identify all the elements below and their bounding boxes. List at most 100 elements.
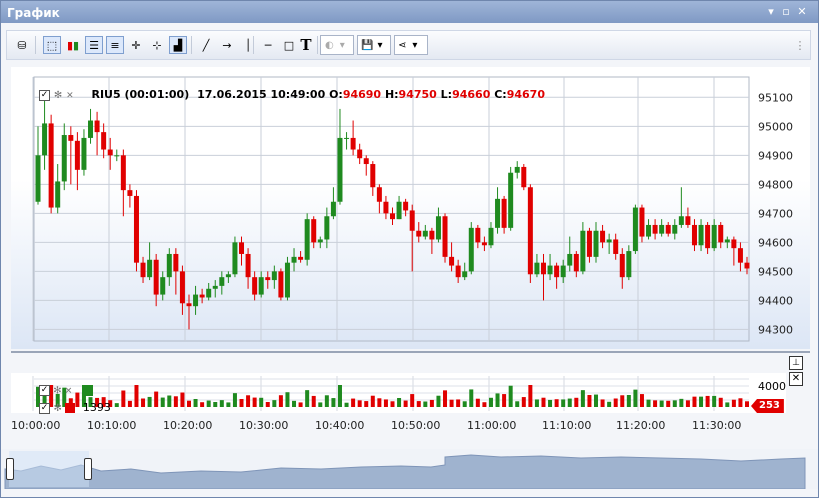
candle-body [291,256,297,263]
share-dropdown[interactable]: ⋖ ▾ [394,35,428,55]
candle-body [74,140,80,170]
candle-body [48,123,54,208]
vertical-line-icon[interactable]: │ [244,38,252,52]
window-menu-icon[interactable]: ▾ [768,5,774,18]
volume-bar [108,400,113,407]
price-chart-area[interactable] [11,67,810,349]
chart-type-icon[interactable]: ⛁ [17,38,27,52]
volume-bar [173,396,178,407]
crosshair-icon[interactable]: ✛ [131,38,141,52]
volume-checkbox[interactable]: ✓ [39,385,50,396]
volume-bar [127,400,132,407]
volume-bar [324,395,329,407]
candle-body [370,164,376,188]
volume-bar [738,398,743,407]
maximize-icon[interactable]: ▫ [782,5,790,18]
volume-bar [659,400,664,407]
candle-body [540,262,546,275]
close-icon[interactable]: ✕ [797,5,807,18]
candle-style-icon[interactable]: ▮ ▮ [66,38,80,52]
toolbar-overflow-icon[interactable]: ⋮ [794,38,806,52]
volume-checkbox[interactable]: ✓ [39,402,50,414]
gear-icon[interactable]: ✻ [53,385,62,397]
volume-bar [692,396,697,407]
volume-bar [219,400,224,407]
candle-body [435,216,441,240]
indicators-icon[interactable]: ☰ [85,36,103,54]
volume-bar [193,399,198,407]
candle-body [462,271,468,278]
volume-bar [134,385,139,407]
horizontal-line-icon[interactable]: ─ [264,38,272,52]
text-tool-icon[interactable]: T [300,35,312,54]
save-dropdown[interactable]: 💾 ▾ [357,35,391,55]
chevron-down-icon: ▾ [339,39,345,51]
candle-body [35,155,41,202]
navigator-right-handle[interactable] [84,458,92,480]
volume-bar [180,392,185,407]
candle-body [521,166,527,188]
rectangle-icon[interactable]: □ [283,38,295,52]
cursor-label-icon[interactable]: ⊹ [152,38,162,52]
volume-bar [639,394,644,407]
navigator-window [9,451,89,487]
legend-checkbox[interactable]: ✓ [39,89,50,101]
candle-body [442,216,448,257]
candle-body [737,248,743,263]
candle-body [160,277,166,295]
candle-body [127,190,133,196]
price-tick-label: 95000 [758,120,793,133]
candle-body [55,181,61,208]
volume-bar [68,398,73,407]
candle-body [68,135,74,141]
pin-panel-button[interactable]: ⊥ [789,356,803,370]
close-panel-button[interactable]: ✕ [789,372,803,386]
gear-icon[interactable]: ✻ [53,403,62,414]
volume-bar [331,398,336,407]
candle-body [481,242,487,246]
candle-body [212,285,218,289]
candle-body [42,123,48,156]
time-tick-label: 11:20:00 [616,419,666,432]
share-icon: ⋖ [398,39,407,51]
volume-bar [679,398,684,407]
remove-series-icon[interactable]: ✕ [66,91,74,101]
remove-series-icon[interactable]: ✕ [64,386,73,397]
volume-bar [725,402,730,407]
select-area-icon[interactable]: ⬚ [43,36,61,54]
volume-bar [62,387,67,407]
candle-body [711,224,717,249]
gear-icon[interactable]: ✻ [53,90,63,101]
candle-body [527,187,533,275]
candle-body [133,195,139,263]
volume-bar [653,400,658,407]
trend-line-icon[interactable]: ╱ [202,38,210,52]
candle-body [383,201,389,214]
candle-body [514,166,520,173]
volume-bar [482,402,487,407]
panels-icon[interactable]: ≡ [106,36,124,54]
navigator-left-handle[interactable] [6,458,14,480]
candle-body [344,137,350,139]
volume-bar [318,402,323,407]
color-dropdown[interactable]: ◐ ▾ [320,35,354,55]
ray-arrow-icon[interactable]: → [222,38,232,52]
volume-bar [377,398,382,407]
candle-body [186,303,192,307]
candle-body [573,253,579,272]
volume-bar [344,402,349,407]
time-tick-label: 10:00:00 [11,419,61,432]
candle-body [179,271,185,304]
volume-bar [554,399,559,407]
title-bar: График ▾ ▫ ✕ [1,1,818,23]
candle-body [88,120,94,138]
price-tick-label: 94400 [758,294,793,307]
volume-bars-icon[interactable]: ▟ [169,36,187,54]
volume-bar [364,401,369,407]
navigator-scrollbar[interactable] [1,449,818,489]
volume-bar [246,395,251,407]
legend-close-label: C: [494,88,507,101]
candle-body [468,227,474,272]
volume-bar [626,395,631,407]
volume-bar [285,392,290,407]
